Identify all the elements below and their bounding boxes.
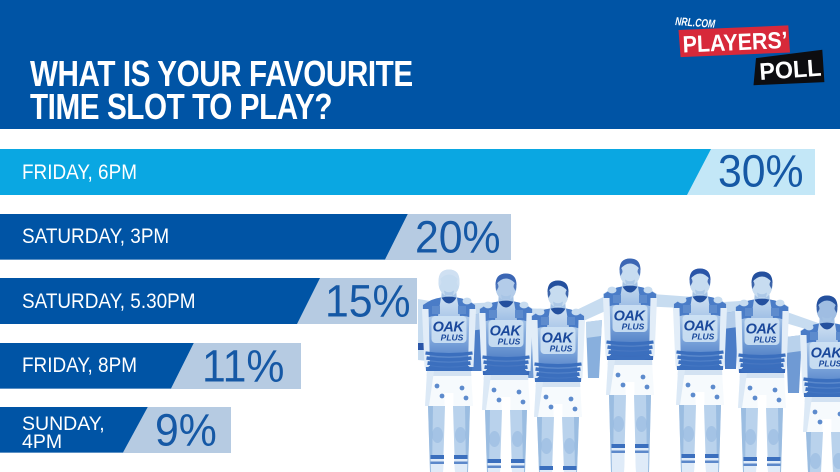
svg-text:PLUS: PLUS (498, 337, 521, 347)
svg-text:PLUS: PLUS (692, 332, 715, 342)
svg-text:OAK: OAK (746, 322, 779, 338)
svg-text:OAK: OAK (433, 320, 466, 336)
svg-text:POLL: POLL (759, 55, 823, 86)
svg-text:PLUS: PLUS (819, 359, 840, 369)
svg-text:PLAYERS’: PLAYERS’ (682, 27, 788, 58)
svg-text:PLUS: PLUS (622, 322, 645, 332)
svg-text:OAK: OAK (490, 324, 523, 340)
svg-text:NRL.COM: NRL.COM (675, 16, 716, 31)
svg-text:OAK: OAK (811, 346, 840, 362)
svg-text:PLUS: PLUS (754, 335, 777, 345)
svg-text:OAK: OAK (614, 309, 647, 325)
svg-text:PLUS: PLUS (550, 344, 573, 354)
svg-text:OAK: OAK (542, 331, 575, 347)
svg-text:OAK: OAK (684, 319, 717, 335)
svg-text:PLUS: PLUS (441, 333, 464, 343)
